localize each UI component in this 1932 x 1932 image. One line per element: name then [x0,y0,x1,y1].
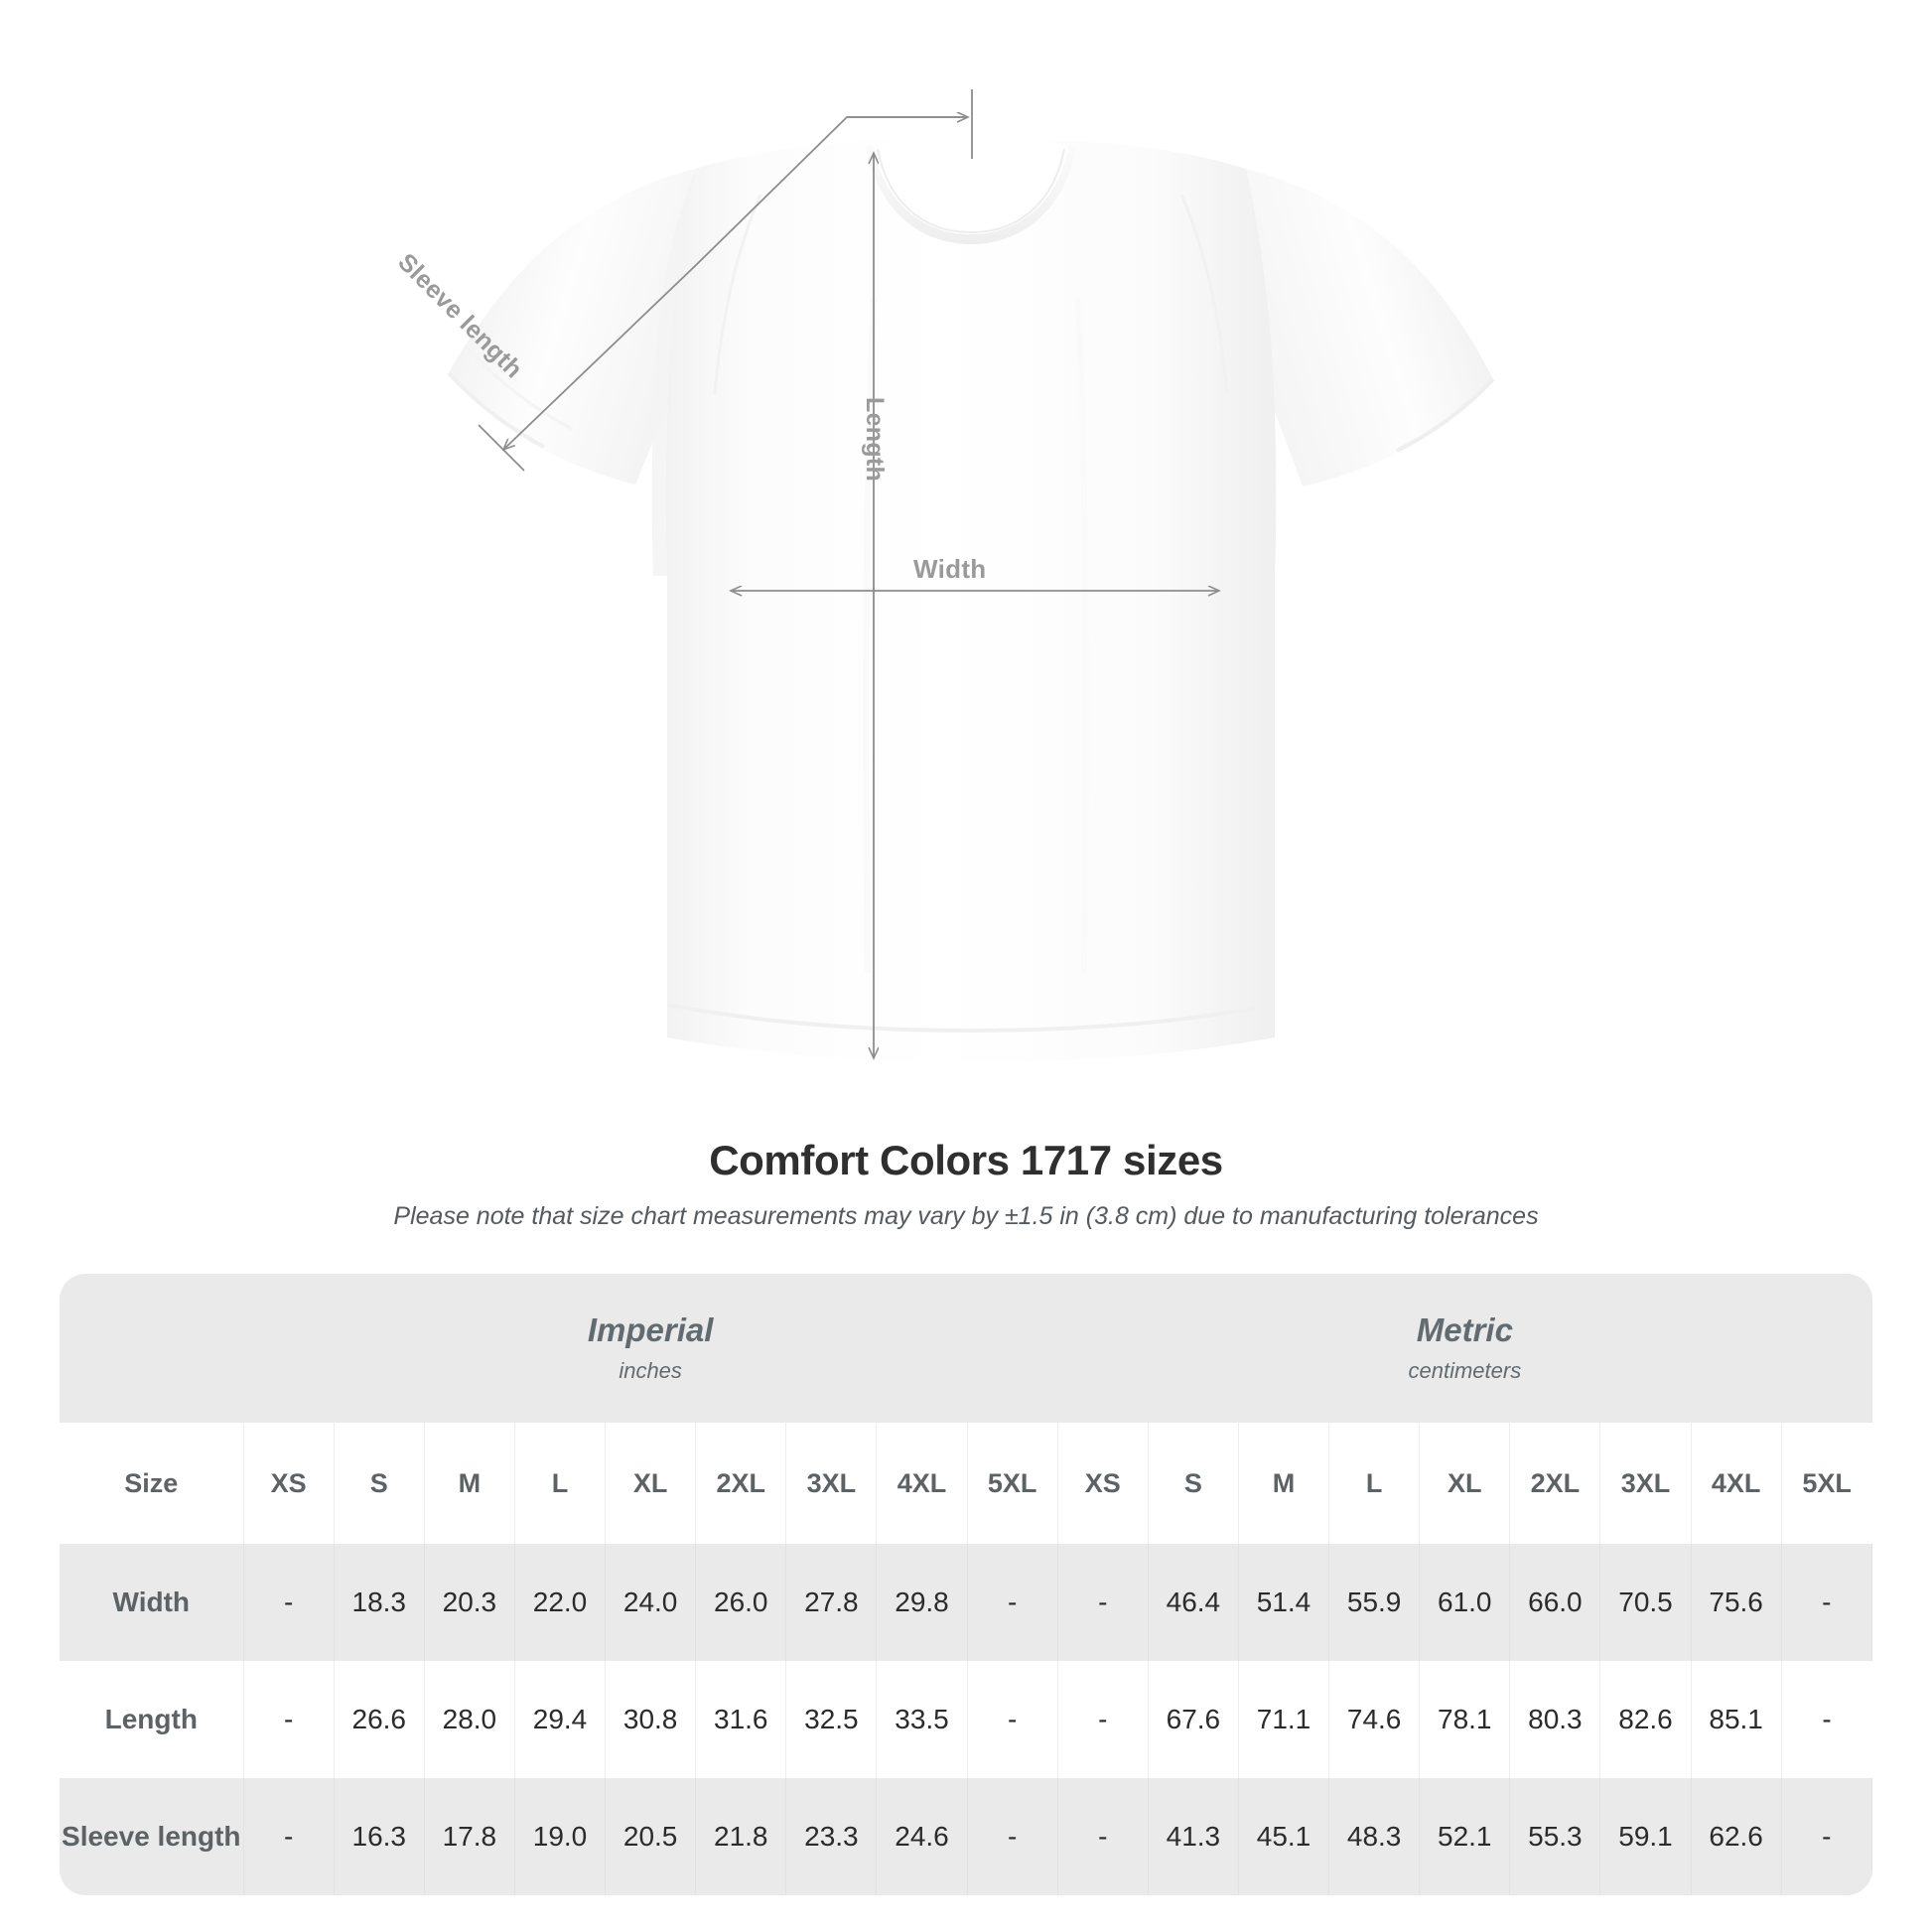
cell-length-imperial-m: 28.0 [424,1661,515,1778]
size-header-imperial-xs: XS [243,1423,335,1544]
cell-width-metric-4xl: 75.6 [1691,1544,1782,1661]
dimension-lines [478,89,1218,1057]
cell-sleeve-imperial-2xl: 21.8 [695,1778,787,1895]
cell-width-imperial-l: 22.0 [514,1544,607,1661]
cell-length-imperial-xs: - [243,1661,335,1778]
size-header-row: Size XS S M L XL 2XL 3XL 4XL 5XL XS S M … [60,1423,1872,1544]
row-label-sleeve-length: Sleeve length [60,1778,244,1895]
size-header-metric-3xl: 3XL [1599,1423,1692,1544]
cell-width-imperial-s: 18.3 [334,1544,425,1661]
cell-width-metric-l: 55.9 [1328,1544,1421,1661]
size-header-metric-5xl: 5XL [1781,1423,1872,1544]
size-header-imperial-3xl: 3XL [785,1423,878,1544]
size-header-imperial-s: S [334,1423,425,1544]
size-header-imperial-2xl: 2XL [695,1423,787,1544]
cell-length-imperial-5xl: - [967,1661,1058,1778]
cell-width-metric-2xl: 66.0 [1509,1544,1601,1661]
tshirt-graphic [447,137,1495,1062]
cell-width-metric-s: 46.4 [1148,1544,1239,1661]
imperial-unit-name: Imperial [587,1311,714,1348]
cell-length-metric-xs: - [1057,1661,1149,1778]
cell-width-metric-5xl: - [1781,1544,1872,1661]
cell-length-metric-4xl: 85.1 [1691,1661,1782,1778]
cell-sleeve-metric-3xl: 59.1 [1599,1778,1692,1895]
cell-length-imperial-2xl: 31.6 [695,1661,787,1778]
table-row: Width - 18.3 20.3 22.0 24.0 26.0 27.8 29… [60,1544,1872,1661]
metric-unit-name: Metric [1416,1311,1513,1348]
unit-banner-spacer [60,1274,244,1423]
imperial-unit-sub: inches [619,1357,682,1383]
cell-width-metric-xs: - [1057,1544,1149,1661]
cell-sleeve-imperial-m: 17.8 [424,1778,515,1895]
cell-length-metric-3xl: 82.6 [1599,1661,1692,1778]
cell-sleeve-metric-s: 41.3 [1148,1778,1239,1895]
cell-width-metric-m: 51.4 [1238,1544,1330,1661]
metric-unit-sub: centimeters [1408,1357,1522,1383]
row-label-width: Width [60,1544,244,1661]
size-header-metric-s: S [1148,1423,1239,1544]
width-dimension-label: Width [913,554,987,584]
size-header-imperial-4xl: 4XL [876,1423,968,1544]
cell-length-imperial-l: 29.4 [514,1661,607,1778]
size-header-imperial-xl: XL [605,1423,697,1544]
row-label-length: Length [60,1661,244,1778]
size-header-metric-2xl: 2XL [1509,1423,1601,1544]
size-header-metric-xl: XL [1419,1423,1511,1544]
cell-sleeve-imperial-l: 19.0 [514,1778,607,1895]
cell-width-metric-xl: 61.0 [1419,1544,1511,1661]
cell-sleeve-metric-xs: - [1057,1778,1149,1895]
title-block: Comfort Colors 1717 sizes Please note th… [0,1137,1932,1231]
cell-length-metric-l: 74.6 [1328,1661,1421,1778]
cell-sleeve-imperial-s: 16.3 [334,1778,425,1895]
cell-length-imperial-3xl: 32.5 [785,1661,878,1778]
unit-banner-row: Imperial inches Metric centimeters [60,1274,1872,1423]
cell-sleeve-metric-l: 48.3 [1328,1778,1421,1895]
cell-sleeve-imperial-xs: - [243,1778,335,1895]
cell-sleeve-metric-4xl: 62.6 [1691,1778,1782,1895]
cell-length-metric-2xl: 80.3 [1509,1661,1601,1778]
imperial-unit-cell: Imperial inches [243,1274,1058,1423]
cell-sleeve-imperial-3xl: 23.3 [785,1778,878,1895]
size-header-imperial-l: L [514,1423,607,1544]
table-row: Length - 26.6 28.0 29.4 30.8 31.6 32.5 3… [60,1661,1872,1778]
size-header-imperial-5xl: 5XL [967,1423,1058,1544]
cell-width-imperial-m: 20.3 [424,1544,515,1661]
tshirt-illustration: Sleeve length Length Width [392,89,1495,1062]
cell-width-imperial-5xl: - [967,1544,1058,1661]
size-header-metric-4xl: 4XL [1691,1423,1782,1544]
table-row: Sleeve length - 16.3 17.8 19.0 20.5 21.8… [60,1778,1872,1895]
cell-sleeve-metric-5xl: - [1781,1778,1872,1895]
size-header-metric-m: M [1238,1423,1330,1544]
cell-sleeve-metric-2xl: 55.3 [1509,1778,1601,1895]
size-table: Imperial inches Metric centimeters Size … [60,1274,1872,1895]
cell-width-imperial-xl: 24.0 [605,1544,697,1661]
cell-sleeve-imperial-5xl: - [967,1778,1058,1895]
cell-length-metric-m: 71.1 [1238,1661,1330,1778]
cell-length-imperial-s: 26.6 [334,1661,425,1778]
cell-length-imperial-xl: 30.8 [605,1661,697,1778]
cell-sleeve-metric-m: 45.1 [1238,1778,1330,1895]
cell-width-imperial-2xl: 26.0 [695,1544,787,1661]
cell-length-metric-5xl: - [1781,1661,1872,1778]
cell-sleeve-imperial-xl: 20.5 [605,1778,697,1895]
page-title: Comfort Colors 1717 sizes [709,1137,1223,1183]
cell-sleeve-imperial-4xl: 24.6 [876,1778,968,1895]
metric-unit-cell: Metric centimeters [1057,1274,1872,1423]
cell-length-metric-s: 67.6 [1148,1661,1239,1778]
cell-width-metric-3xl: 70.5 [1599,1544,1692,1661]
length-dimension-label: Length [861,397,889,483]
tolerance-note: Please note that size chart measurements… [393,1202,1539,1230]
cell-width-imperial-xs: - [243,1544,335,1661]
cell-width-imperial-4xl: 29.8 [876,1544,968,1661]
size-table-container: Imperial inches Metric centimeters Size … [60,1274,1872,1895]
size-header-metric-l: L [1328,1423,1421,1544]
cell-sleeve-metric-xl: 52.1 [1419,1778,1511,1895]
size-header-label: Size [60,1423,244,1544]
size-header-imperial-m: M [424,1423,515,1544]
cell-length-imperial-4xl: 33.5 [876,1661,968,1778]
cell-width-imperial-3xl: 27.8 [785,1544,878,1661]
cell-length-metric-xl: 78.1 [1419,1661,1511,1778]
size-header-metric-xs: XS [1057,1423,1149,1544]
